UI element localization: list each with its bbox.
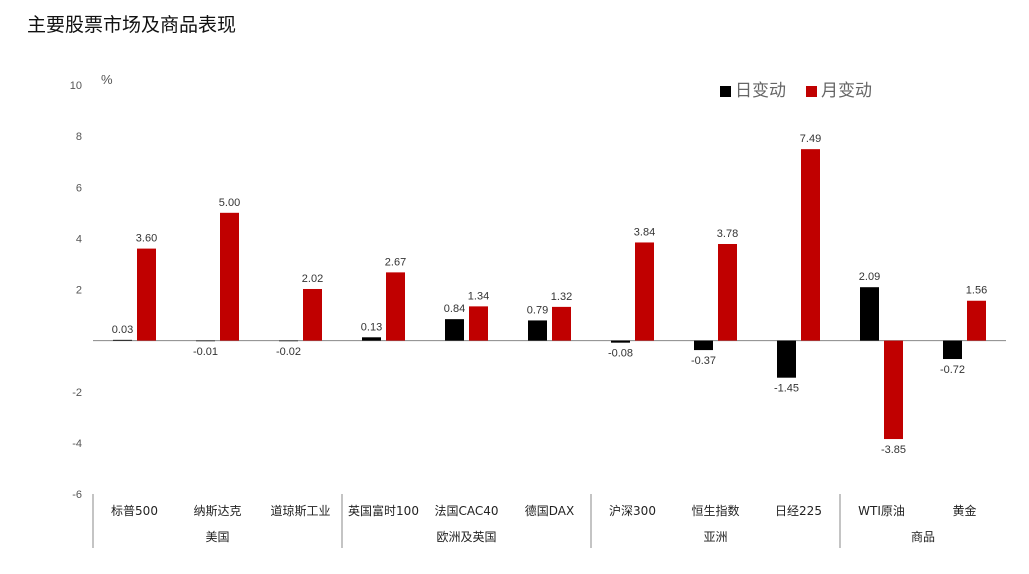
category-label: 日经225 [775,504,822,518]
data-label-monthly: 3.78 [717,228,738,240]
data-label-daily: -0.37 [691,355,716,367]
bar-daily [445,319,464,341]
bar-monthly [801,149,820,341]
bar-daily [611,340,630,343]
data-label-monthly: -3.85 [881,444,906,456]
group-label: 商品 [911,529,935,544]
bar-daily [113,339,132,341]
category-label: 黄金 [952,503,976,518]
category-label: 道琼斯工业 [270,503,330,518]
bar-monthly [469,306,488,341]
y-tick-label: -6 [72,489,82,501]
group-label: 欧洲及英国 [436,530,496,544]
y-tick-label: 10 [70,80,82,92]
bar-monthly [884,340,903,440]
bar-monthly [718,243,737,341]
legend-swatch-daily [720,86,731,97]
category-label: 德国DAX [525,503,574,518]
legend-label-daily: 日变动 [735,81,786,101]
y-tick-label: 2 [76,285,82,297]
bar-monthly [220,212,239,341]
data-label-daily: -0.08 [608,348,633,360]
y-tick-label: 6 [76,182,82,194]
data-label-monthly: 3.84 [634,226,655,238]
data-label-daily: 0.13 [361,321,382,333]
legend-label-monthly: 月变动 [821,81,872,101]
bar-daily [860,287,879,341]
bar-daily [362,337,381,341]
legend-swatch-monthly [806,86,817,97]
data-label-daily: 0.84 [444,303,465,315]
y-tick-label: -4 [72,438,82,450]
data-label-daily: -0.01 [193,346,218,358]
data-label-monthly: 7.49 [800,133,821,145]
bar-daily [694,340,713,351]
y-unit-label: % [101,72,113,87]
data-label-monthly: 1.56 [966,285,987,297]
data-label-monthly: 2.67 [385,256,406,268]
category-label: 标普500 [111,504,158,518]
bar-daily [196,340,215,342]
y-tick-label: 8 [76,131,82,143]
bar-daily [777,340,796,378]
bar-monthly [552,306,571,341]
bar-daily [528,320,547,341]
data-label-daily: -0.02 [276,346,301,358]
data-label-daily: 2.09 [859,271,880,283]
category-label: 恒生指数 [691,503,739,518]
bar-monthly [967,300,986,341]
category-label: WTI原油 [858,504,905,518]
bar-monthly [635,242,654,341]
category-label: 沪深300 [609,504,656,518]
group-label: 美国 [205,530,229,544]
bar-monthly [386,272,405,341]
chart-title: 主要股票市场及商品表现 [27,14,237,36]
data-label-monthly: 2.02 [302,273,323,285]
y-tick-label: -2 [72,387,82,399]
data-label-daily: -1.45 [774,383,799,395]
data-label-daily: -0.72 [940,364,965,376]
data-label-monthly: 5.00 [219,197,240,209]
data-label-monthly: 3.60 [136,233,157,245]
group-label: 亚洲 [703,530,727,544]
data-label-monthly: 1.32 [551,291,572,303]
data-label-daily: 0.79 [527,304,548,316]
category-label: 英国富时100 [348,503,419,518]
bar-monthly [303,288,322,341]
y-tick-label: 4 [76,233,82,245]
data-label-daily: 0.03 [112,324,133,336]
data-label-monthly: 1.34 [468,290,489,302]
category-label: 法国CAC40 [434,504,498,518]
bar-daily [943,340,962,360]
category-label: 纳斯达克 [193,504,241,518]
bar-monthly [137,248,156,341]
bar-daily [279,340,298,342]
